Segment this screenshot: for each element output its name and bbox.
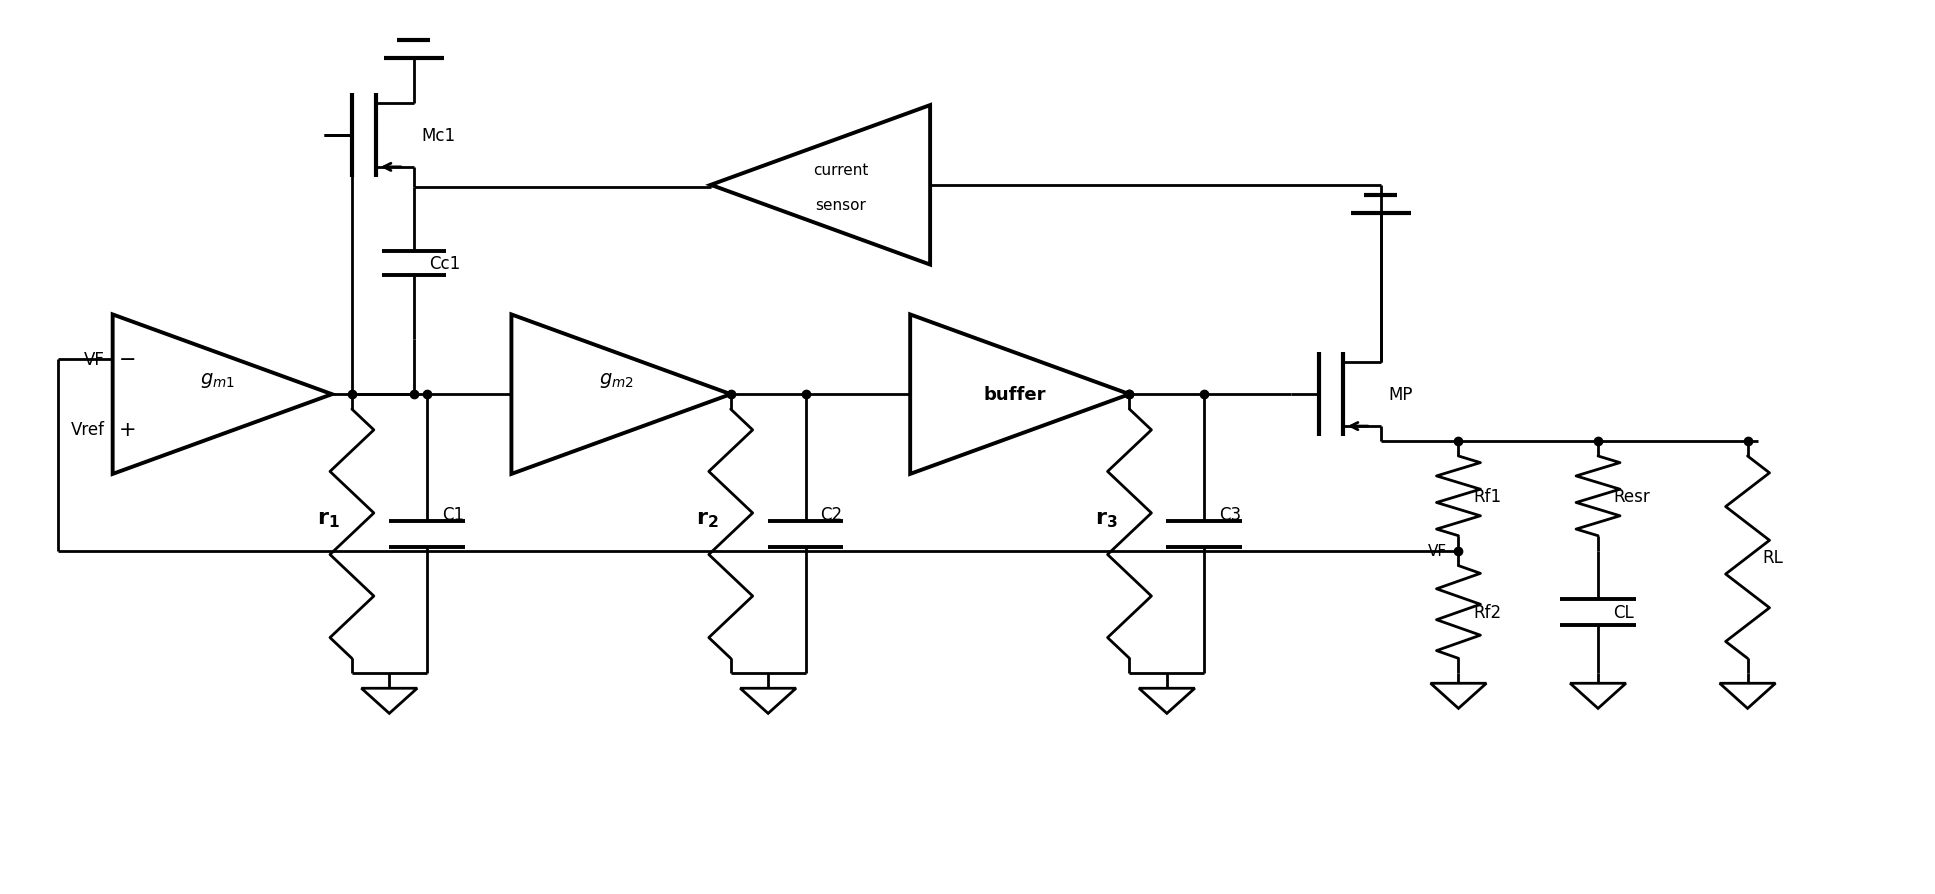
- Text: −: −: [118, 350, 135, 370]
- Text: +: +: [118, 419, 137, 440]
- Text: VF: VF: [83, 350, 104, 369]
- Text: Rf2: Rf2: [1473, 603, 1502, 621]
- Text: RL: RL: [1763, 549, 1784, 567]
- Text: $g_{m1}$: $g_{m1}$: [199, 370, 234, 389]
- Text: $\mathbf{r_1}$: $\mathbf{r_1}$: [317, 510, 341, 529]
- Text: $\mathbf{r_2}$: $\mathbf{r_2}$: [697, 510, 718, 529]
- Text: Cc1: Cc1: [430, 255, 461, 273]
- Text: Resr: Resr: [1614, 487, 1651, 505]
- Text: current: current: [813, 164, 869, 178]
- Text: $g_{m2}$: $g_{m2}$: [598, 370, 633, 389]
- Text: MP: MP: [1389, 385, 1413, 404]
- Text: Mc1: Mc1: [422, 127, 457, 145]
- Text: C3: C3: [1219, 505, 1242, 523]
- Text: Vref: Vref: [72, 420, 104, 439]
- Text: C1: C1: [441, 505, 464, 523]
- Text: C2: C2: [820, 505, 842, 523]
- Text: VF: VF: [1428, 544, 1447, 559]
- Text: $\mathbf{r_3}$: $\mathbf{r_3}$: [1095, 510, 1118, 529]
- Text: buffer: buffer: [983, 385, 1047, 404]
- Text: Rf1: Rf1: [1473, 487, 1502, 505]
- Text: sensor: sensor: [815, 198, 865, 213]
- Text: CL: CL: [1614, 603, 1633, 621]
